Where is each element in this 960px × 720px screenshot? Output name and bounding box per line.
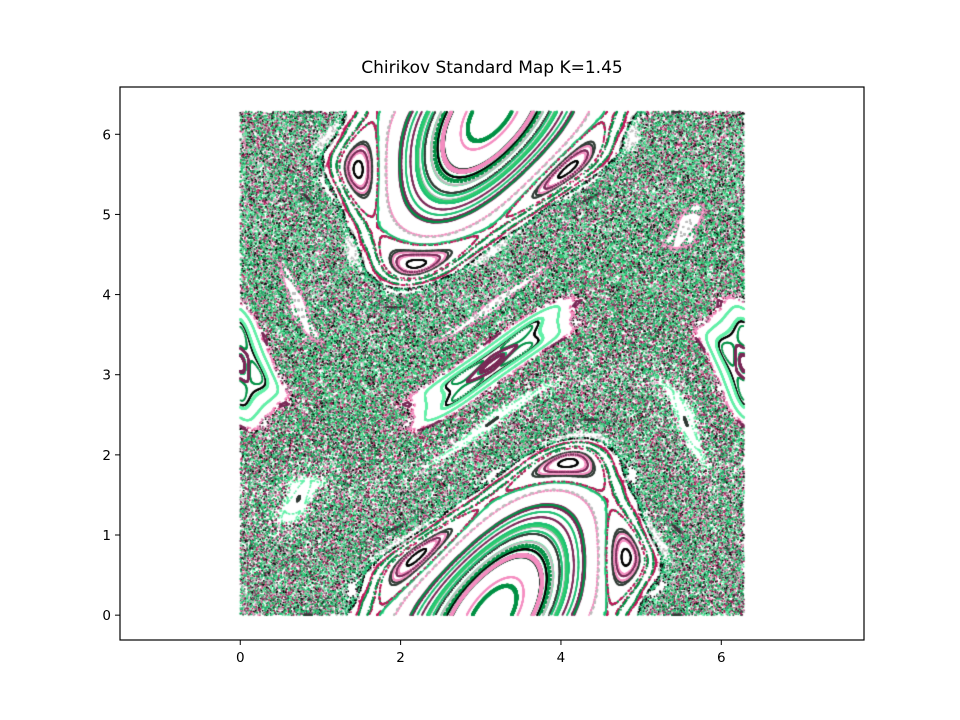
x-tick-label: 6 xyxy=(717,650,726,666)
scatter-layer xyxy=(120,87,864,640)
y-tick-label: 1 xyxy=(102,528,111,544)
plot-area xyxy=(119,86,865,641)
scatter-points xyxy=(120,87,864,640)
x-tick-label: 2 xyxy=(396,650,405,666)
axes-frame xyxy=(119,86,865,641)
y-axis: 0 1 2 3 4 5 6 xyxy=(102,127,120,624)
y-tick-label: 3 xyxy=(102,368,111,384)
y-tick-label: 0 xyxy=(102,608,111,624)
x-tick-label: 4 xyxy=(557,650,566,666)
x-axis: 0 2 4 6 xyxy=(236,640,726,666)
chart-title: Chirikov Standard Map K=1.45 xyxy=(361,58,622,78)
y-tick-label: 6 xyxy=(102,127,111,143)
y-tick-label: 2 xyxy=(102,448,111,464)
y-tick-label: 5 xyxy=(102,207,111,223)
x-tick-label: 0 xyxy=(236,650,245,666)
y-tick-label: 4 xyxy=(102,288,111,304)
